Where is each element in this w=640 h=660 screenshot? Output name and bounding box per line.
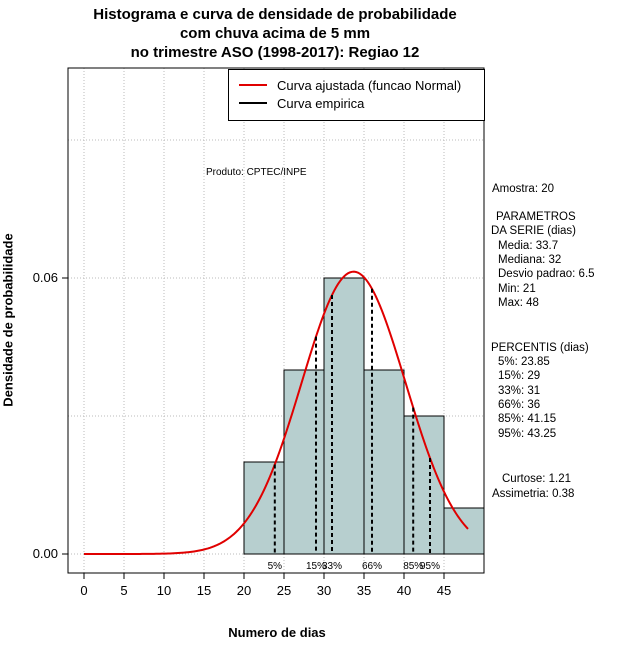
legend-swatch-empirical bbox=[239, 102, 267, 104]
x-tick-label: 20 bbox=[237, 583, 251, 598]
chart-title-line-3: no trimestre ASO (1998-2017): Regiao 12 bbox=[130, 44, 420, 61]
percentile-label: 33% bbox=[322, 561, 342, 572]
stat-amostra: Amostra: 20 bbox=[492, 183, 554, 195]
legend-label-fitted: Curva ajustada (funcao Normal) bbox=[277, 77, 462, 93]
percentile-label: 66% bbox=[362, 561, 382, 572]
stat-p33: 33%: 31 bbox=[498, 385, 541, 397]
x-tick-label: 10 bbox=[157, 583, 171, 598]
stat-p5: 5%: 23.85 bbox=[498, 356, 550, 368]
percentile-label: 5% bbox=[268, 561, 283, 572]
stat-param-header-2: DA SERIE (dias) bbox=[491, 225, 576, 237]
y-tick-label: 0.00 bbox=[33, 546, 58, 561]
stat-p95: 95%: 43.25 bbox=[498, 428, 557, 440]
stat-p85: 85%: 41.15 bbox=[498, 413, 557, 425]
histogram-bar bbox=[403, 415, 445, 555]
histogram-bar bbox=[323, 277, 365, 555]
histogram-bar bbox=[283, 369, 325, 555]
histogram-bar bbox=[443, 507, 485, 555]
x-tick-label: 0 bbox=[80, 583, 87, 598]
stat-param-header-1: PARAMETROS bbox=[496, 211, 576, 223]
x-axis-label: Numero de dias bbox=[228, 625, 326, 640]
stat-percentis-header: PERCENTIS (dias) bbox=[491, 342, 589, 354]
stat-media: Media: 33.7 bbox=[498, 240, 559, 252]
chart-title-line-2: com chuva acima de 5 mm bbox=[179, 25, 371, 42]
fitted-normal-curve bbox=[84, 270, 469, 555]
x-tick-label: 5 bbox=[120, 583, 127, 598]
legend: Curva ajustada (funcao Normal) Curva emp… bbox=[228, 69, 485, 121]
stat-desvio: Desvio padrao: 6.5 bbox=[498, 268, 595, 280]
x-tick-label: 25 bbox=[277, 583, 291, 598]
stat-curtose: Curtose: 1.21 bbox=[502, 473, 572, 485]
percentile-label: 95% bbox=[420, 561, 440, 572]
legend-swatch-fitted bbox=[239, 84, 267, 86]
x-tick-label: 15 bbox=[197, 583, 211, 598]
legend-entry-fitted: Curva ajustada (funcao Normal) bbox=[239, 76, 461, 94]
x-tick-label: 30 bbox=[317, 583, 331, 598]
y-tick-label: 0.06 bbox=[33, 270, 58, 285]
y-axis-label: Densidade de probabilidade bbox=[0, 233, 16, 407]
stat-p66: 66%: 36 bbox=[498, 399, 541, 411]
legend-entry-empirical: Curva empirica bbox=[239, 94, 364, 112]
stat-mediana: Mediana: 32 bbox=[498, 254, 562, 266]
histogram-bar bbox=[363, 369, 405, 555]
stat-assimetria: Assimetria: 0.38 bbox=[492, 488, 575, 500]
x-tick-label: 35 bbox=[357, 583, 371, 598]
credit-text: Produto: CPTEC/INPE bbox=[206, 167, 307, 178]
stat-min: Min: 21 bbox=[498, 283, 536, 295]
x-tick-label: 40 bbox=[397, 583, 411, 598]
percentile-label: 15% bbox=[306, 561, 326, 572]
histogram-bar bbox=[243, 461, 285, 555]
percentile-label: 85% bbox=[403, 561, 423, 572]
stat-max: Max: 48 bbox=[498, 297, 539, 309]
legend-label-empirical: Curva empirica bbox=[277, 95, 365, 111]
x-tick-label: 45 bbox=[437, 583, 451, 598]
stat-p15: 15%: 29 bbox=[498, 370, 541, 382]
chart-title-line-1: Histograma e curva de densidade de proba… bbox=[93, 6, 457, 23]
